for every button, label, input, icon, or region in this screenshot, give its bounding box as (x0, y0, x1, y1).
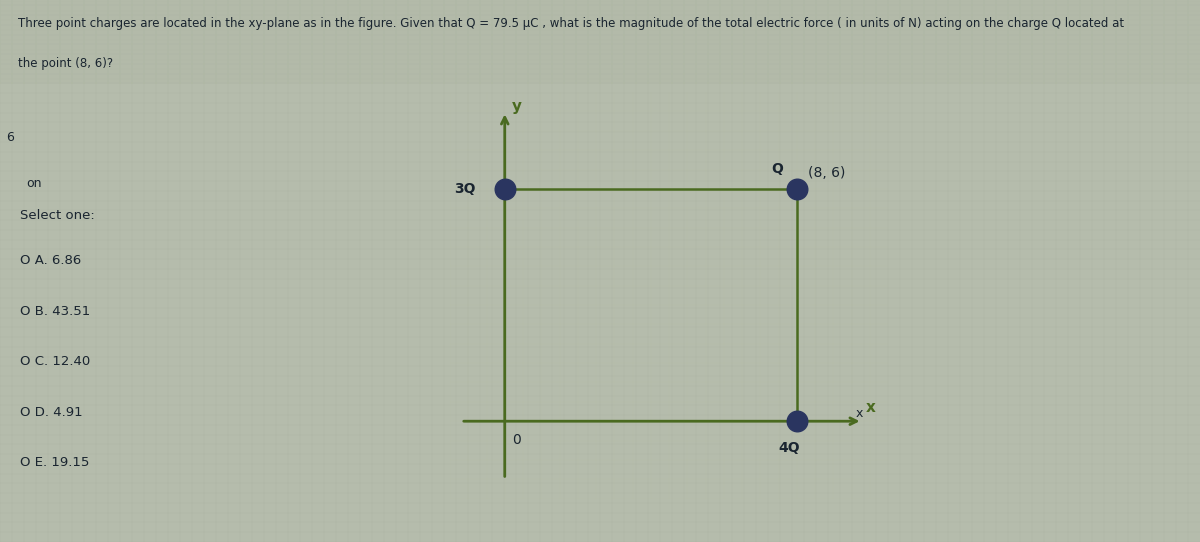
Text: x: x (856, 408, 863, 421)
Text: O D. 4.91: O D. 4.91 (19, 406, 83, 419)
Text: Three point charges are located in the xy-plane as in the figure. Given that Q =: Three point charges are located in the x… (18, 17, 1124, 30)
Text: (8, 6): (8, 6) (808, 166, 845, 180)
Text: O E. 19.15: O E. 19.15 (19, 456, 89, 469)
Text: the point (8, 6)?: the point (8, 6)? (18, 56, 113, 69)
Text: y: y (512, 100, 522, 114)
Text: O B. 43.51: O B. 43.51 (19, 305, 90, 318)
Text: 6: 6 (6, 131, 14, 144)
Text: O C. 12.40: O C. 12.40 (19, 356, 90, 369)
Text: Q: Q (772, 163, 784, 177)
Point (787, 417, 806, 425)
Text: 0: 0 (512, 434, 521, 448)
Text: x: x (866, 399, 876, 415)
Text: 4Q: 4Q (779, 441, 800, 455)
Text: O A. 6.86: O A. 6.86 (19, 255, 80, 268)
Text: on: on (26, 177, 42, 190)
Point (787, 185, 806, 193)
Text: 3Q: 3Q (454, 182, 475, 196)
Point (496, 185, 515, 193)
Text: Select one:: Select one: (19, 209, 95, 222)
